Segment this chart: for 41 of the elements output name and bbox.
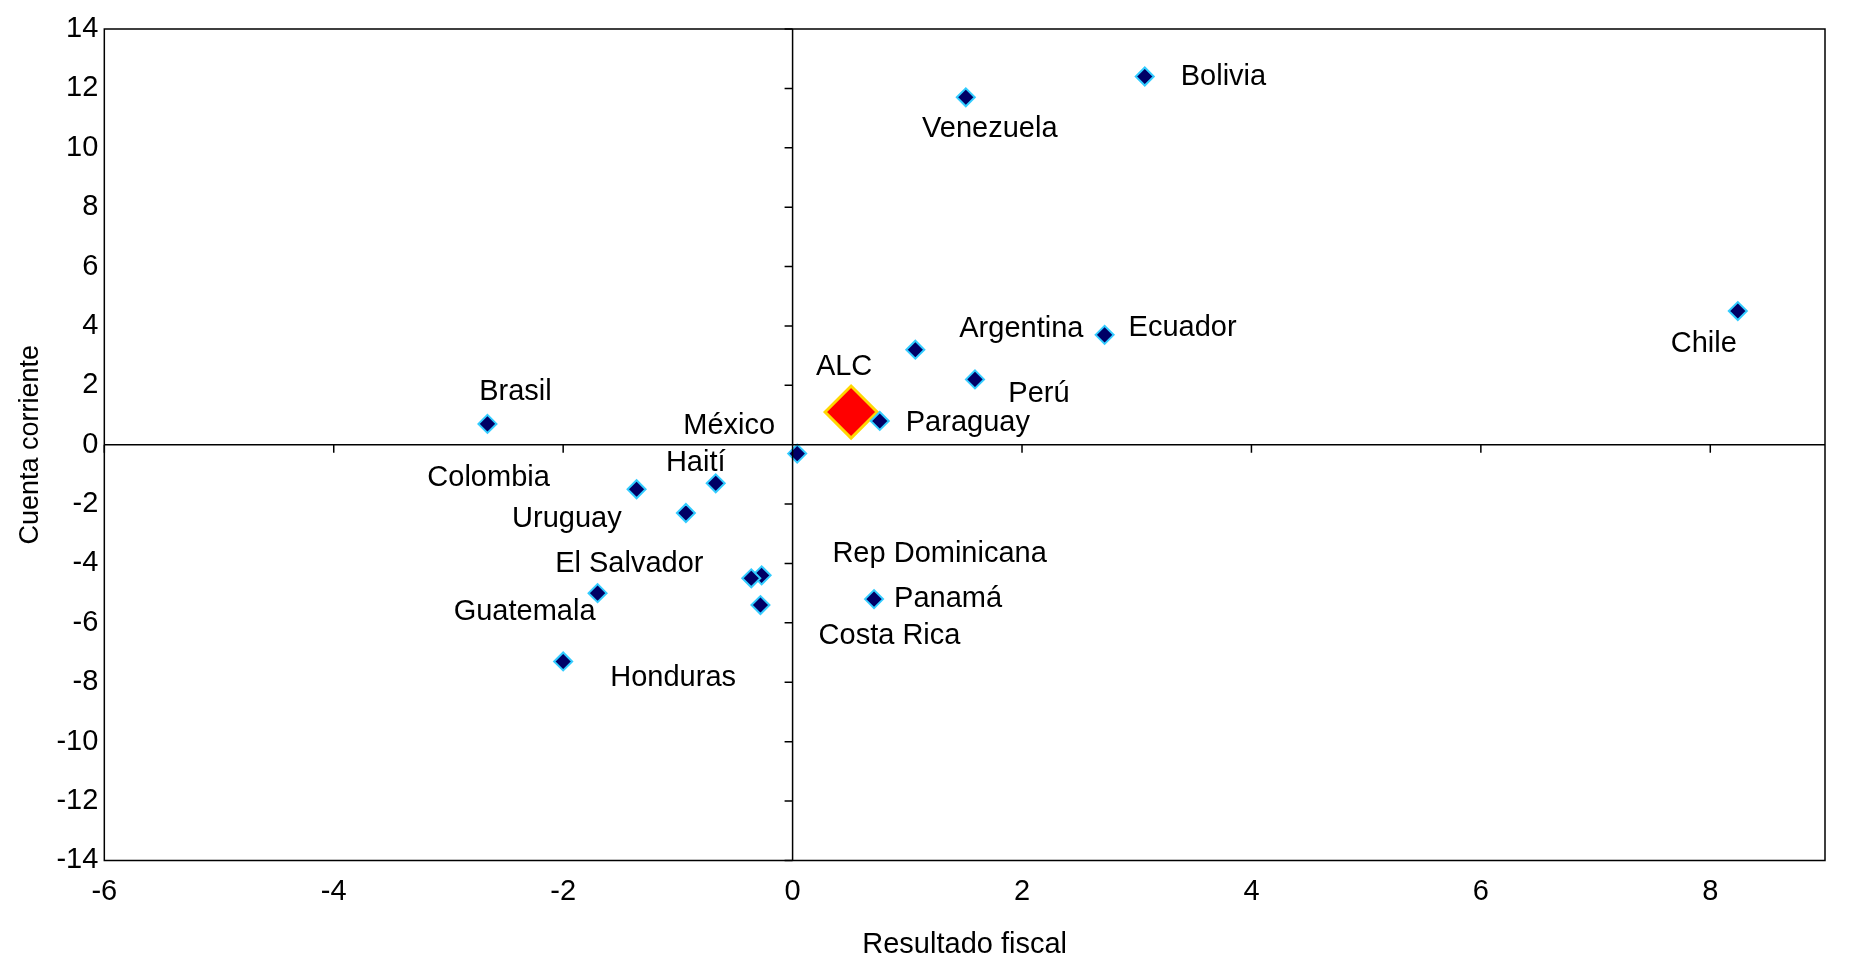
x-tick-label: -2 xyxy=(550,873,577,906)
x-tick-label: 2 xyxy=(1013,873,1031,906)
annotation: Colombia xyxy=(427,460,551,493)
y-tick-label: 12 xyxy=(66,70,99,103)
annotation: ALC xyxy=(815,349,873,382)
y-tick-label: 10 xyxy=(66,129,99,162)
annotation: Rep Dominicana xyxy=(832,536,1048,569)
annotation: México xyxy=(683,407,776,440)
x-tick-label: 6 xyxy=(1472,873,1489,906)
x-tick-label: 4 xyxy=(1243,873,1260,906)
y-tick-label: 14 xyxy=(66,11,99,43)
y-axis-title: Cuenta corriente xyxy=(13,344,44,545)
y-tick-label: 2 xyxy=(82,367,99,400)
x-axis-title: Resultado fiscal xyxy=(862,926,1068,959)
y-tick-label: -12 xyxy=(56,783,99,816)
annotation: Panamá xyxy=(894,581,1003,614)
y-tick-label: -2 xyxy=(72,486,99,519)
annotation: Venezuela xyxy=(922,111,1059,144)
y-tick-label: 8 xyxy=(82,189,99,222)
annotation: Ecuador xyxy=(1128,309,1237,342)
annotation: Costa Rica xyxy=(818,618,962,651)
annotation: Chile xyxy=(1670,326,1737,359)
annotation: Honduras xyxy=(610,660,737,693)
annotation: Bolivia xyxy=(1180,58,1268,91)
annotation: Uruguay xyxy=(512,500,623,533)
x-tick-label: 8 xyxy=(1702,873,1719,906)
annotation: Brasil xyxy=(479,373,552,406)
y-tick-label: -4 xyxy=(72,545,99,578)
annotation: Guatemala xyxy=(453,594,597,627)
y-tick-label: 4 xyxy=(82,307,99,340)
y-tick-label: 0 xyxy=(82,426,99,459)
x-tick-label: 0 xyxy=(784,873,801,906)
y-tick-label: -10 xyxy=(56,723,99,756)
y-tick-label: -6 xyxy=(72,604,99,637)
annotation: Haití xyxy=(665,445,726,478)
x-tick-label: -4 xyxy=(320,873,347,906)
annotation: El Salvador xyxy=(555,546,704,579)
y-tick-label: -14 xyxy=(56,842,99,875)
y-tick-label: -8 xyxy=(72,664,99,697)
y-tick-label: 6 xyxy=(82,248,99,281)
annotation: Argentina xyxy=(959,310,1085,343)
